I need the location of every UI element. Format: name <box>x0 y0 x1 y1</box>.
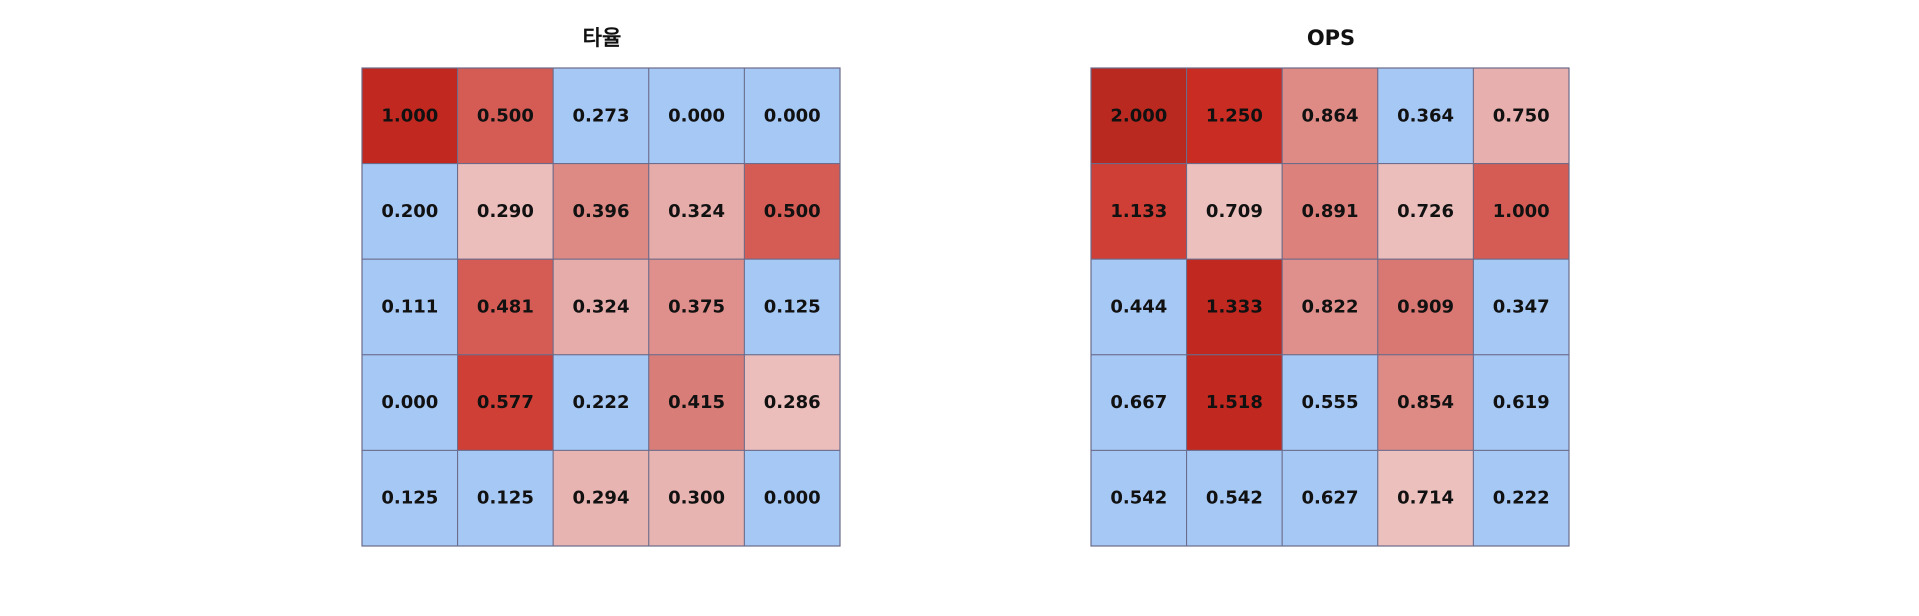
heatmap-cell <box>1186 354 1283 451</box>
chart-title-batting-average: 타율 <box>583 26 622 50</box>
heatmap-cell-label: 0.200 <box>381 201 438 222</box>
heatmap-cell <box>648 67 745 165</box>
heatmap-cell-label: 0.627 <box>1302 488 1359 509</box>
heatmap-cell <box>743 449 841 547</box>
heatmap-cell <box>552 258 650 356</box>
heatmap-cell-label: 0.222 <box>573 392 630 413</box>
heatmap-cell-label: 0.667 <box>1110 392 1167 413</box>
heatmap-cell-label: 0.294 <box>573 488 630 509</box>
heatmap-cell-label: 1.133 <box>1110 201 1167 222</box>
heatmap-cell-label: 0.375 <box>668 297 725 318</box>
heatmap-cell <box>1472 258 1570 356</box>
chart-title-ops: OPS <box>1307 26 1355 50</box>
heatmap-cell-label: 0.909 <box>1397 297 1454 318</box>
heatmap-cell-label: 0.324 <box>573 297 630 318</box>
heatmap-cell <box>552 163 650 260</box>
heatmap-cell-label: 0.726 <box>1397 201 1454 222</box>
heatmap-cell <box>1281 67 1379 165</box>
heatmap-cell-label: 0.324 <box>668 201 725 222</box>
heatmap-cell-label: 0.750 <box>1493 105 1550 126</box>
heatmap-cell-label: 0.577 <box>477 392 534 413</box>
heatmap-cell-label: 0.000 <box>668 105 725 126</box>
heatmap-cell-label: 0.125 <box>381 488 438 509</box>
heatmap-cell <box>648 354 745 451</box>
heatmap-cell-label: 0.891 <box>1302 201 1359 222</box>
heatmap-cell-label: 0.714 <box>1397 488 1454 509</box>
heatmap-cell <box>1377 258 1474 356</box>
heatmap-cell <box>1472 354 1570 451</box>
heatmap-cell <box>1281 258 1379 356</box>
heatmap-cell-label: 0.286 <box>764 392 821 413</box>
heatmap-cell <box>743 67 841 165</box>
heatmap-cell-label: 0.854 <box>1397 392 1454 413</box>
heatmap-border <box>1090 67 1570 547</box>
heatmap-cell <box>457 258 554 356</box>
heatmap-cell-label: 0.415 <box>668 392 725 413</box>
heatmap-cell-label: 0.000 <box>764 105 821 126</box>
heatmap-cell-label: 0.542 <box>1110 488 1167 509</box>
heatmap-cell-label: 0.000 <box>381 392 438 413</box>
heatmap-cell-label: 0.500 <box>764 201 821 222</box>
heatmap-cell-label: 1.250 <box>1206 105 1263 126</box>
heatmap-cell-label: 2.000 <box>1110 105 1167 126</box>
heatmap-cell-label: 0.290 <box>477 201 534 222</box>
heatmap-cell <box>457 354 554 451</box>
heatmap-batting-average: 타율 1.000 0.500 0.273 0.000 0.000 0.200 0.290 0.… <box>361 26 841 547</box>
heatmap-cell-label: 1.000 <box>381 105 438 126</box>
heatmap-cell-label: 1.000 <box>1493 201 1550 222</box>
heatmap-cell <box>1377 354 1474 451</box>
heatmap-cell <box>1090 67 1188 165</box>
heatmap-cell-label: 0.500 <box>477 105 534 126</box>
heatmap-cell-label: 0.396 <box>573 201 630 222</box>
heatmap-cell <box>1472 449 1570 547</box>
heatmap-cell-label: 0.111 <box>381 297 438 318</box>
heatmap-cell <box>1186 67 1283 165</box>
heatmap-cell-label: 1.333 <box>1206 297 1263 318</box>
heatmap-cell <box>648 258 745 356</box>
heatmap-cell <box>1377 67 1474 165</box>
heatmap-cell-label: 0.709 <box>1206 201 1263 222</box>
heatmap-cell <box>457 67 554 165</box>
heatmap-cell-label: 1.518 <box>1206 392 1263 413</box>
heatmap-cell <box>361 163 459 260</box>
heatmap-cell <box>1472 163 1570 260</box>
heatmap-cell-label: 0.619 <box>1493 392 1550 413</box>
heatmap-cell <box>743 163 841 260</box>
heatmap-cell <box>1472 67 1570 165</box>
heatmap-cell-label: 0.542 <box>1206 488 1263 509</box>
heatmap-cell <box>552 449 650 547</box>
heatmap-cells-ops: 2.000 1.250 0.864 0.364 0.750 1.133 0.709 0.891… <box>1090 67 1570 547</box>
heatmap-cell-label: 0.125 <box>764 297 821 318</box>
heatmap-cell <box>457 449 554 547</box>
heatmap-cell <box>1281 449 1379 547</box>
heatmap-cell-label: 0.300 <box>668 488 725 509</box>
heatmap-cell <box>361 67 459 165</box>
heatmap-cell <box>743 258 841 356</box>
heatmap-cell <box>1090 163 1188 260</box>
heatmap-cell-label: 0.000 <box>764 488 821 509</box>
heatmap-border <box>361 67 841 547</box>
heatmap-cell-label: 0.222 <box>1493 488 1550 509</box>
heatmap-cell-label: 0.364 <box>1397 105 1454 126</box>
heatmap-cell-label: 0.822 <box>1302 297 1359 318</box>
heatmap-cell-label: 0.481 <box>477 297 534 318</box>
heatmap-cell-label: 0.347 <box>1493 297 1550 318</box>
heatmap-cell-label: 0.273 <box>573 105 630 126</box>
heatmap-cell <box>552 354 650 451</box>
heatmap-ops: OPS 2.000 1.250 0.864 0.364 0.750 1.133 0.709 0… <box>1090 26 1570 547</box>
heatmap-cell-label: 0.125 <box>477 488 534 509</box>
heatmap-cell <box>1186 163 1283 260</box>
heatmap-cell <box>743 354 841 451</box>
heatmap-cell-label: 0.444 <box>1110 297 1167 318</box>
heatmap-cells-batting-average: 1.000 0.500 0.273 0.000 0.000 0.200 0.290 0.396… <box>361 67 841 547</box>
heatmap-cell-label: 0.555 <box>1302 392 1359 413</box>
heatmap-cell-label: 0.864 <box>1302 105 1359 126</box>
heatmap-cell <box>361 449 459 547</box>
